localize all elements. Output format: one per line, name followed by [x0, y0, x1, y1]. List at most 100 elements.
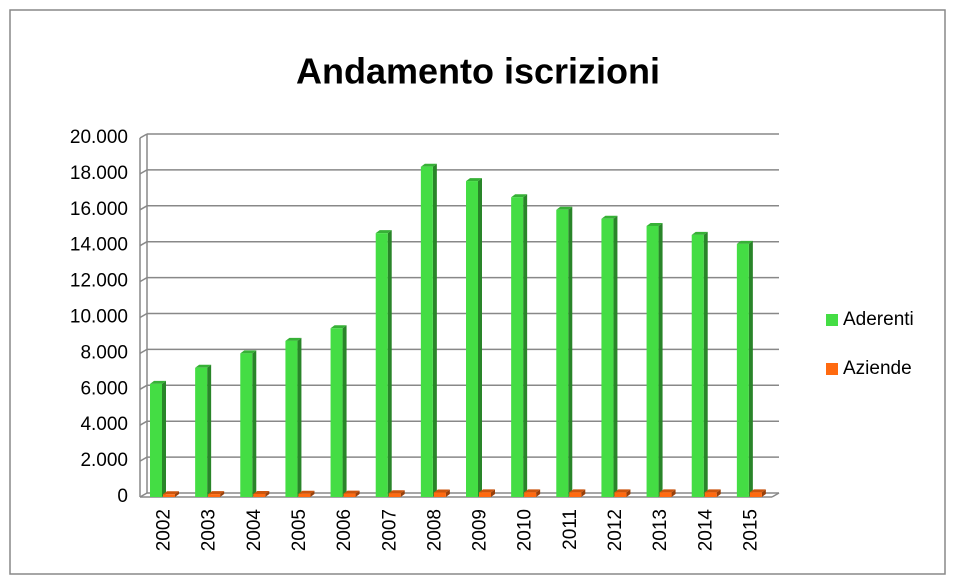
bar-top	[420, 163, 437, 167]
x-tick-label: 2006	[334, 509, 355, 551]
bar	[433, 492, 446, 497]
bar-side	[536, 489, 541, 497]
grid-connector	[139, 276, 148, 283]
bar	[524, 492, 537, 497]
bar-side	[761, 489, 766, 497]
bar	[150, 383, 162, 497]
bar-top	[375, 230, 392, 234]
bar-side	[491, 489, 495, 497]
bar-top	[466, 178, 482, 182]
bar-top	[569, 489, 586, 493]
x-tick-label: 2008	[424, 509, 445, 551]
x-tick-label: 2012	[605, 509, 626, 551]
grid-connector	[139, 420, 148, 426]
bar-side	[613, 215, 618, 497]
x-tick-label: 2014	[695, 509, 716, 552]
bar-side	[748, 240, 753, 497]
bar-top	[433, 489, 450, 493]
bar-side	[310, 490, 315, 497]
bar-top	[195, 364, 212, 368]
bar-top	[240, 350, 257, 354]
bar-top	[330, 325, 347, 329]
y-tick-label: 16.000	[70, 199, 128, 220]
bar	[479, 492, 491, 497]
x-tick-label: 2005	[289, 509, 310, 551]
bar-side	[342, 325, 347, 497]
grid-connector	[139, 205, 148, 211]
x-tick-label: 2002	[154, 509, 175, 551]
bar-top	[388, 490, 405, 494]
bar	[704, 492, 717, 497]
bar	[343, 493, 356, 497]
bar	[388, 493, 401, 497]
floor-edge	[771, 492, 780, 498]
bar-top	[285, 337, 302, 341]
x-tick-label: 2015	[740, 509, 761, 551]
x-tick-label: 2011	[560, 509, 581, 550]
bar-top	[646, 222, 663, 226]
bar	[420, 166, 433, 497]
x-tick-label: 2009	[470, 509, 491, 551]
x-tick-label: 2010	[515, 509, 536, 551]
bar-side	[207, 364, 212, 497]
bar	[659, 492, 672, 497]
bar-side	[432, 163, 437, 497]
bar-side	[252, 350, 257, 497]
bar-side	[568, 206, 573, 498]
bar-side	[671, 489, 676, 497]
grid-connector	[139, 384, 148, 390]
bar	[195, 367, 208, 497]
bar-side	[703, 231, 708, 497]
bar	[466, 181, 478, 497]
bar-top	[298, 490, 315, 494]
bar-side	[626, 489, 631, 497]
bar-side	[355, 490, 360, 497]
bar-top	[479, 489, 495, 493]
legend-swatch	[826, 363, 838, 375]
x-tick-label: 2007	[379, 509, 400, 551]
bar-top	[749, 489, 766, 493]
x-tick-label: 2004	[244, 509, 265, 552]
bar	[601, 218, 614, 497]
bar-top	[163, 491, 179, 495]
y-tick-label: 0	[117, 486, 128, 507]
bar-top	[614, 489, 631, 493]
y-tick-label: 18.000	[70, 163, 128, 184]
bar-side	[400, 490, 405, 497]
bar-side	[297, 337, 302, 497]
y-tick-label: 14.000	[70, 235, 128, 256]
bar	[208, 494, 221, 497]
bar-top	[208, 491, 225, 495]
bar	[285, 340, 298, 497]
bar-top	[253, 490, 270, 494]
grid-connector	[139, 456, 148, 462]
bar	[614, 492, 627, 497]
grid-connector	[139, 133, 148, 139]
bar-top	[704, 489, 721, 493]
x-tick-label: 2003	[199, 509, 220, 551]
bar-top	[691, 231, 708, 235]
grid-connector	[139, 348, 148, 355]
bar	[330, 328, 343, 497]
legend-swatch	[826, 314, 838, 326]
y-tick-label: 4.000	[80, 414, 128, 435]
bar-side	[581, 489, 586, 497]
legend-label: Aziende	[843, 358, 912, 379]
bar	[240, 353, 253, 497]
y-tick-label: 6.000	[80, 378, 128, 399]
bar-top	[556, 206, 573, 210]
bar-side	[220, 491, 225, 497]
bar-top	[511, 194, 528, 198]
bar	[511, 197, 524, 498]
y-tick-label: 20.000	[70, 127, 128, 148]
bar-top	[343, 490, 360, 494]
bar	[163, 494, 175, 497]
y-tick-label: 8.000	[80, 342, 128, 363]
bar	[253, 493, 266, 497]
bar-side	[387, 230, 392, 497]
bar-top	[524, 489, 541, 493]
x-tick-label: 2013	[650, 509, 671, 551]
bar-side	[523, 194, 528, 498]
y-tick-label: 2.000	[80, 450, 128, 471]
